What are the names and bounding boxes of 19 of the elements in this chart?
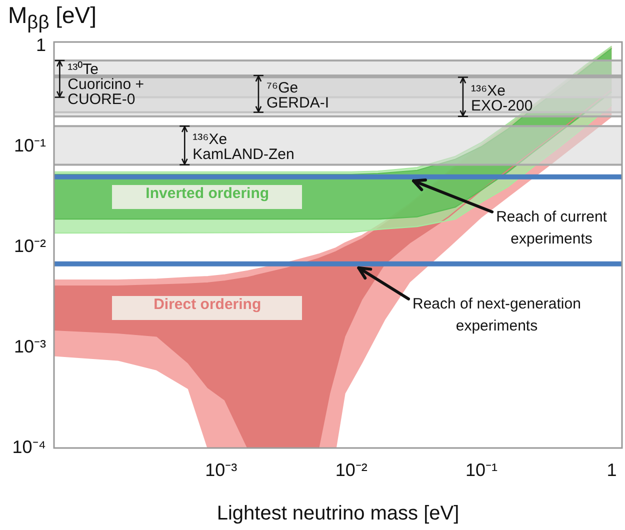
series-label: Direct ordering: [154, 296, 262, 313]
y-tick-label: 10⁻²: [14, 236, 46, 256]
y-tick-label: 1: [36, 35, 46, 56]
band-label: ¹³⁶Xe KamLAND-Zen: [192, 131, 294, 164]
annotation: Reach of current experiments: [496, 208, 608, 248]
band-label: ¹³⁰Te Cuoricino + CUORE-0: [68, 61, 144, 108]
x-tick-label: 10⁻³: [205, 460, 238, 480]
x-axis-title: Lightest neutrino mass [eV]: [216, 502, 460, 525]
band-label: ¹³⁶Xe EXO-200: [470, 82, 533, 114]
annotation: Reach of next-generation experiments: [412, 296, 581, 335]
y-tick-label: 10⁻³: [14, 336, 46, 357]
y-tick-label: 10⁻¹: [14, 136, 46, 156]
x-tick-label: 10⁻²: [335, 460, 368, 480]
y-tick-label: 10⁻⁴: [12, 436, 46, 457]
x-tick-label: 1: [606, 460, 617, 480]
x-tick-label: 10⁻¹: [466, 460, 498, 480]
series-label: Inverted ordering: [146, 184, 270, 202]
y-axis-title: M$_{ββ}$ [eV]: [8, 2, 97, 35]
band-label: ⁷⁶Ge GERDA-I: [266, 80, 329, 112]
